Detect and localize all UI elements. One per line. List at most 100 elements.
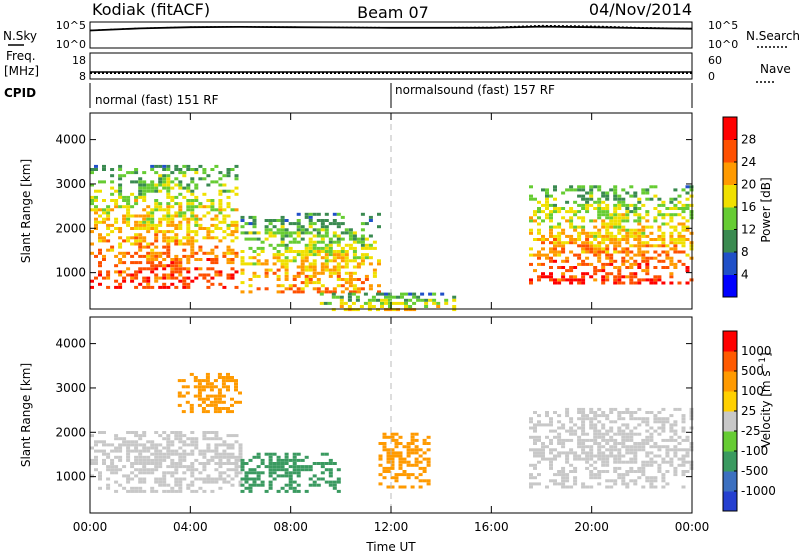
rti-cell xyxy=(645,213,650,217)
rti-cell xyxy=(268,231,273,235)
rti-cell xyxy=(549,457,553,461)
rti-cell xyxy=(589,451,594,455)
rti-cell xyxy=(613,275,618,279)
rti-cell xyxy=(573,213,578,217)
rti-cell xyxy=(665,244,670,248)
rti-cell xyxy=(565,460,570,464)
rti-cell xyxy=(641,420,646,424)
rti-cell xyxy=(601,191,606,195)
rti-cell xyxy=(356,265,361,269)
rti-cell xyxy=(190,202,195,206)
rti-cell xyxy=(134,446,139,450)
rti-cell xyxy=(661,244,666,248)
rti-cell xyxy=(585,210,590,214)
rti-cell xyxy=(386,485,391,489)
rti-cell xyxy=(214,443,219,447)
rti-cell xyxy=(230,189,235,193)
rti-cell xyxy=(617,269,622,273)
rti-cell xyxy=(549,247,553,251)
rti-cell xyxy=(609,222,614,226)
rti-cell xyxy=(581,228,586,232)
rti-cell xyxy=(645,420,650,424)
rti-cell xyxy=(106,208,111,212)
cpid-segment-1: normal (fast) 151 RF xyxy=(95,93,219,107)
rti-cell xyxy=(541,423,545,427)
rti-cell xyxy=(150,270,155,274)
rti-cell xyxy=(230,261,235,265)
rti-cell xyxy=(154,202,159,206)
rti-cell xyxy=(545,411,549,414)
rti-cell xyxy=(344,256,349,260)
rti-cell xyxy=(162,208,167,212)
rti-cell xyxy=(214,261,219,265)
rti-cell xyxy=(154,267,159,271)
rti-cell xyxy=(234,385,238,389)
rti-cell xyxy=(573,457,578,461)
rti-cell xyxy=(382,445,387,449)
rti-cell xyxy=(396,301,400,305)
rti-cell xyxy=(186,285,191,289)
rti-cell xyxy=(206,462,211,465)
rti-cell xyxy=(320,262,325,266)
rti-cell xyxy=(190,189,195,193)
rti-cell xyxy=(312,243,317,247)
rti-cell xyxy=(106,270,111,274)
rti-cell xyxy=(545,256,549,260)
rti-cell xyxy=(268,268,273,272)
rti-cell xyxy=(637,207,642,210)
rti-cell xyxy=(673,207,678,210)
rti-cell xyxy=(597,250,602,254)
rti-cell xyxy=(394,445,399,449)
rti-cell xyxy=(288,287,293,291)
rti-cell xyxy=(234,440,239,444)
rti-cell xyxy=(633,238,638,241)
rti-cell xyxy=(637,216,642,220)
rti-cell xyxy=(533,429,537,433)
rti-cell xyxy=(557,451,562,455)
rti-cell xyxy=(673,420,678,424)
rti-cell xyxy=(617,194,622,198)
rti-cell xyxy=(174,214,179,218)
rti-cell xyxy=(625,231,630,235)
rti-cell xyxy=(158,205,163,209)
rti-cell xyxy=(182,217,187,221)
rti-cell xyxy=(541,253,545,257)
rti-cell xyxy=(625,250,630,254)
rti-cell xyxy=(146,458,151,462)
rti-cell xyxy=(166,446,171,450)
rti-cell xyxy=(340,253,345,257)
rti-cell xyxy=(424,305,429,308)
rti-cell xyxy=(529,281,533,285)
rti-cell xyxy=(573,188,578,192)
rti-cell xyxy=(348,274,353,278)
rti-cell xyxy=(589,185,594,189)
rti-cell xyxy=(645,272,650,276)
rti-cell xyxy=(677,207,682,210)
rti-cell xyxy=(621,423,626,427)
rti-cell xyxy=(106,214,111,218)
rti-cell xyxy=(372,268,377,272)
rti-cell xyxy=(597,448,602,452)
rti-cell xyxy=(248,246,253,250)
rti-cell xyxy=(637,407,642,411)
rti-cell xyxy=(142,267,147,271)
rti-cell xyxy=(218,462,223,465)
rti-cell xyxy=(347,305,352,308)
rti-cell xyxy=(296,253,301,257)
rti-cell xyxy=(327,301,332,305)
rti-cell xyxy=(533,210,537,214)
rti-cell xyxy=(268,458,273,462)
colorbar-segment xyxy=(723,471,737,492)
rti-cell xyxy=(190,192,195,196)
rti-cell xyxy=(130,205,135,209)
rti-cell xyxy=(553,234,557,238)
rti-cell xyxy=(110,443,115,447)
rti-cell xyxy=(222,455,227,459)
rti-cell xyxy=(637,417,642,421)
rti-cell xyxy=(573,275,578,279)
rti-cell xyxy=(102,254,106,258)
rti-cell xyxy=(577,417,582,421)
rti-cell xyxy=(142,192,147,196)
rti-cell xyxy=(174,468,179,472)
rti-cell xyxy=(218,211,223,215)
